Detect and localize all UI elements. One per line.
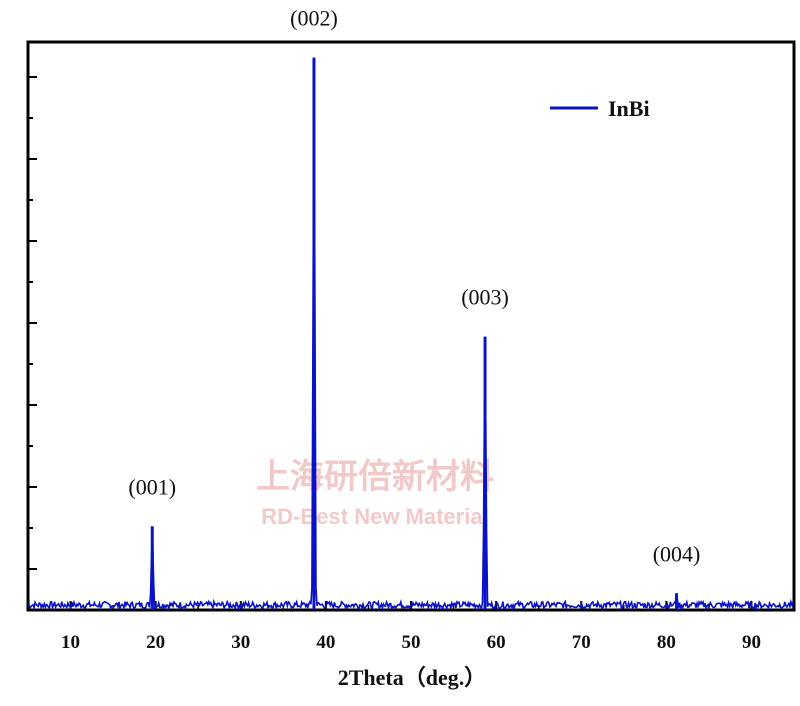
peak-label: (004)	[653, 541, 701, 566]
x-tick-label: 50	[402, 632, 421, 653]
watermark-line2: RD-Best New Material	[261, 504, 488, 529]
series-line-inbi	[27, 57, 794, 612]
peak-label: (001)	[128, 474, 176, 499]
x-tick-label: 90	[742, 632, 761, 653]
series-group	[27, 57, 794, 612]
x-tick-label: 20	[146, 632, 165, 653]
x-tick-label: 60	[487, 632, 506, 653]
x-tick-label: 40	[316, 632, 335, 653]
watermark-line1: 上海研倍新材料	[256, 457, 494, 497]
legend-label: InBi	[608, 96, 650, 121]
axis-ticks: 10 20 30 40 50 60 70 80 90	[27, 76, 795, 653]
peak-labels: (001) (002) (003) (004)	[128, 6, 700, 567]
x-tick-label: 30	[231, 632, 250, 653]
x-tick-label: 70	[572, 632, 591, 653]
legend: InBi	[550, 96, 650, 121]
peak-label: (003)	[461, 285, 509, 310]
x-tick-label: 80	[657, 632, 676, 653]
watermark: 上海研倍新材料 RD-Best New Material	[256, 457, 494, 529]
x-tick-label: 10	[61, 632, 80, 653]
x-axis-title: 2Theta（deg.）	[338, 665, 487, 690]
peak-label: (002)	[290, 6, 338, 31]
